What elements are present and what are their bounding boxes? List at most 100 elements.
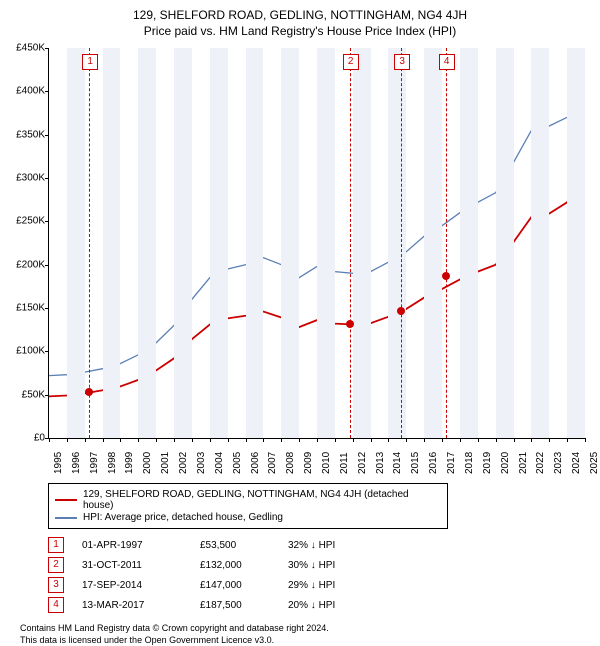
x-axis-label: 2004 — [214, 452, 225, 474]
x-axis-label: 2022 — [535, 452, 546, 474]
txn-marker: 4 — [48, 597, 64, 613]
legend-row-hpi: HPI: Average price, detached house, Gedl… — [55, 512, 441, 523]
y-tick — [45, 265, 49, 266]
chart-subtitle: Price paid vs. HM Land Registry's House … — [10, 24, 590, 38]
x-tick — [174, 438, 175, 442]
txn-price: £147,000 — [200, 580, 270, 591]
x-tick — [549, 438, 550, 442]
credit-line-2: This data is licensed under the Open Gov… — [20, 635, 590, 646]
year-band — [246, 48, 264, 438]
chart-plot-area: £0£50K£100K£150K£200K£250K£300K£350K£400… — [48, 48, 585, 439]
y-axis-label: £300K — [16, 173, 45, 184]
year-band — [496, 48, 514, 438]
y-tick — [45, 395, 49, 396]
x-axis-label: 2017 — [446, 452, 457, 474]
x-axis-label: 1995 — [53, 452, 64, 474]
x-axis-label: 2002 — [178, 452, 189, 474]
txn-marker: 1 — [48, 537, 64, 553]
y-tick — [45, 351, 49, 352]
x-axis-label: 1999 — [124, 452, 135, 474]
x-axis-label: 2006 — [250, 452, 261, 474]
year-band — [388, 48, 406, 438]
x-tick — [585, 438, 586, 442]
chart-title: 129, SHELFORD ROAD, GEDLING, NOTTINGHAM,… — [10, 8, 590, 22]
reference-line — [350, 48, 351, 438]
x-axis-label: 2018 — [464, 452, 475, 474]
x-axis-label: 2016 — [428, 452, 439, 474]
txn-price: £187,500 — [200, 600, 270, 611]
y-axis-label: £50K — [22, 389, 45, 400]
y-tick — [45, 48, 49, 49]
x-tick — [281, 438, 282, 442]
reference-line — [446, 48, 447, 438]
x-tick — [442, 438, 443, 442]
x-axis-label: 2000 — [142, 452, 153, 474]
x-tick — [478, 438, 479, 442]
legend-row-property: 129, SHELFORD ROAD, GEDLING, NOTTINGHAM,… — [55, 489, 441, 511]
x-tick — [263, 438, 264, 442]
legend-swatch-property — [55, 499, 77, 501]
year-band — [67, 48, 85, 438]
x-axis-label: 2001 — [160, 452, 171, 474]
year-band — [103, 48, 121, 438]
y-axis-label: £100K — [16, 346, 45, 357]
txn-marker: 2 — [48, 557, 64, 573]
year-band — [138, 48, 156, 438]
x-tick — [317, 438, 318, 442]
x-tick — [49, 438, 50, 442]
x-axis-label: 1996 — [71, 452, 82, 474]
x-tick — [371, 438, 372, 442]
txn-price: £53,500 — [200, 540, 270, 551]
x-axis-label: 2021 — [518, 452, 529, 474]
x-tick — [138, 438, 139, 442]
y-tick — [45, 135, 49, 136]
credit-text: Contains HM Land Registry data © Crown c… — [20, 623, 590, 646]
year-band — [460, 48, 478, 438]
x-axis-label: 2008 — [285, 452, 296, 474]
x-axis-label: 1997 — [89, 452, 100, 474]
y-axis-label: £450K — [16, 43, 45, 54]
credit-line-1: Contains HM Land Registry data © Crown c… — [20, 623, 590, 635]
legend-label-property: 129, SHELFORD ROAD, GEDLING, NOTTINGHAM,… — [83, 489, 441, 511]
x-tick — [228, 438, 229, 442]
transaction-point — [85, 388, 93, 396]
x-tick — [335, 438, 336, 442]
x-axis-label: 2015 — [410, 452, 421, 474]
txn-date: 17-SEP-2014 — [82, 580, 182, 591]
reference-line — [89, 48, 90, 438]
x-tick — [460, 438, 461, 442]
year-band — [317, 48, 335, 438]
y-axis-label: £400K — [16, 86, 45, 97]
y-tick — [45, 91, 49, 92]
x-tick — [406, 438, 407, 442]
x-axis-label: 2005 — [232, 452, 243, 474]
x-axis-label: 2012 — [357, 452, 368, 474]
x-tick — [353, 438, 354, 442]
chart-container: 129, SHELFORD ROAD, GEDLING, NOTTINGHAM,… — [0, 0, 600, 620]
y-axis-label: £250K — [16, 216, 45, 227]
x-tick — [192, 438, 193, 442]
transaction-row: 231-OCT-2011£132,00030% ↓ HPI — [48, 557, 590, 573]
x-axis-label: 2020 — [500, 452, 511, 474]
x-axis-label: 2025 — [589, 452, 600, 474]
x-tick — [424, 438, 425, 442]
x-axis-label: 2009 — [303, 452, 314, 474]
x-axis-label: 2003 — [196, 452, 207, 474]
x-tick — [531, 438, 532, 442]
year-band — [281, 48, 299, 438]
x-tick — [67, 438, 68, 442]
transaction-point — [397, 307, 405, 315]
txn-date: 31-OCT-2011 — [82, 560, 182, 571]
x-axis-label: 2024 — [571, 452, 582, 474]
legend: 129, SHELFORD ROAD, GEDLING, NOTTINGHAM,… — [48, 483, 448, 529]
x-tick — [299, 438, 300, 442]
x-tick — [514, 438, 515, 442]
txn-date: 01-APR-1997 — [82, 540, 182, 551]
y-tick — [45, 308, 49, 309]
x-tick — [85, 438, 86, 442]
x-tick — [103, 438, 104, 442]
x-tick — [388, 438, 389, 442]
year-band — [210, 48, 228, 438]
transaction-point — [442, 272, 450, 280]
x-tick — [246, 438, 247, 442]
